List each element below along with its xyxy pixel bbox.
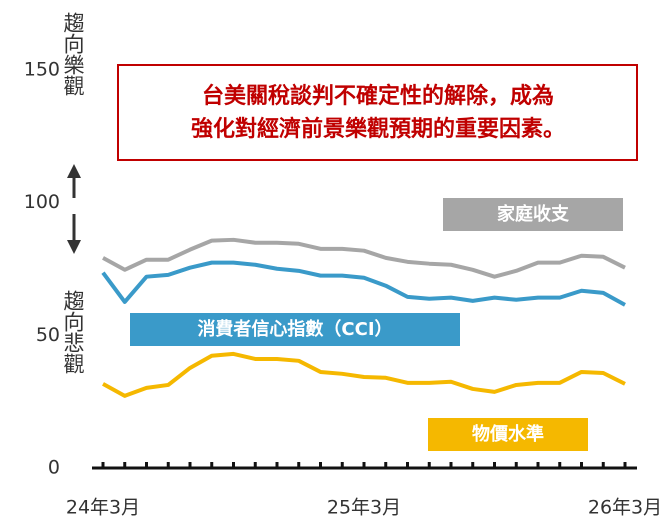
x-tick-label: 24年3月: [66, 497, 140, 519]
legend-box: [130, 313, 460, 346]
arrows: [67, 164, 81, 254]
series-line: [101, 260, 626, 307]
y-tick-label: 0: [48, 457, 60, 479]
legend-label: 物價水準: [472, 423, 544, 445]
legend-box: [443, 198, 623, 231]
series-line: [102, 237, 626, 279]
side-label: 趨向樂觀: [61, 12, 85, 96]
note: 強化對經濟前景樂觀預期的重要因素。: [191, 116, 565, 142]
x-tick-label: 25年3月: [327, 497, 401, 519]
legend-label: 消費者信心指數（CCI）: [197, 318, 392, 340]
x-tick-label: 26年3月: [588, 497, 662, 519]
legend-label: 家庭收支: [497, 203, 570, 225]
side-label: 趨向悲觀: [61, 290, 85, 374]
note-box: [117, 64, 638, 161]
y-tick-label: 150: [24, 59, 60, 81]
y-tick-label: 100: [24, 191, 60, 213]
note: 台美關稅談判不確定性的解除，成為: [202, 83, 554, 109]
legend-box: [428, 418, 588, 451]
y-tick-label: 50: [36, 324, 60, 346]
series-line: [102, 351, 626, 398]
